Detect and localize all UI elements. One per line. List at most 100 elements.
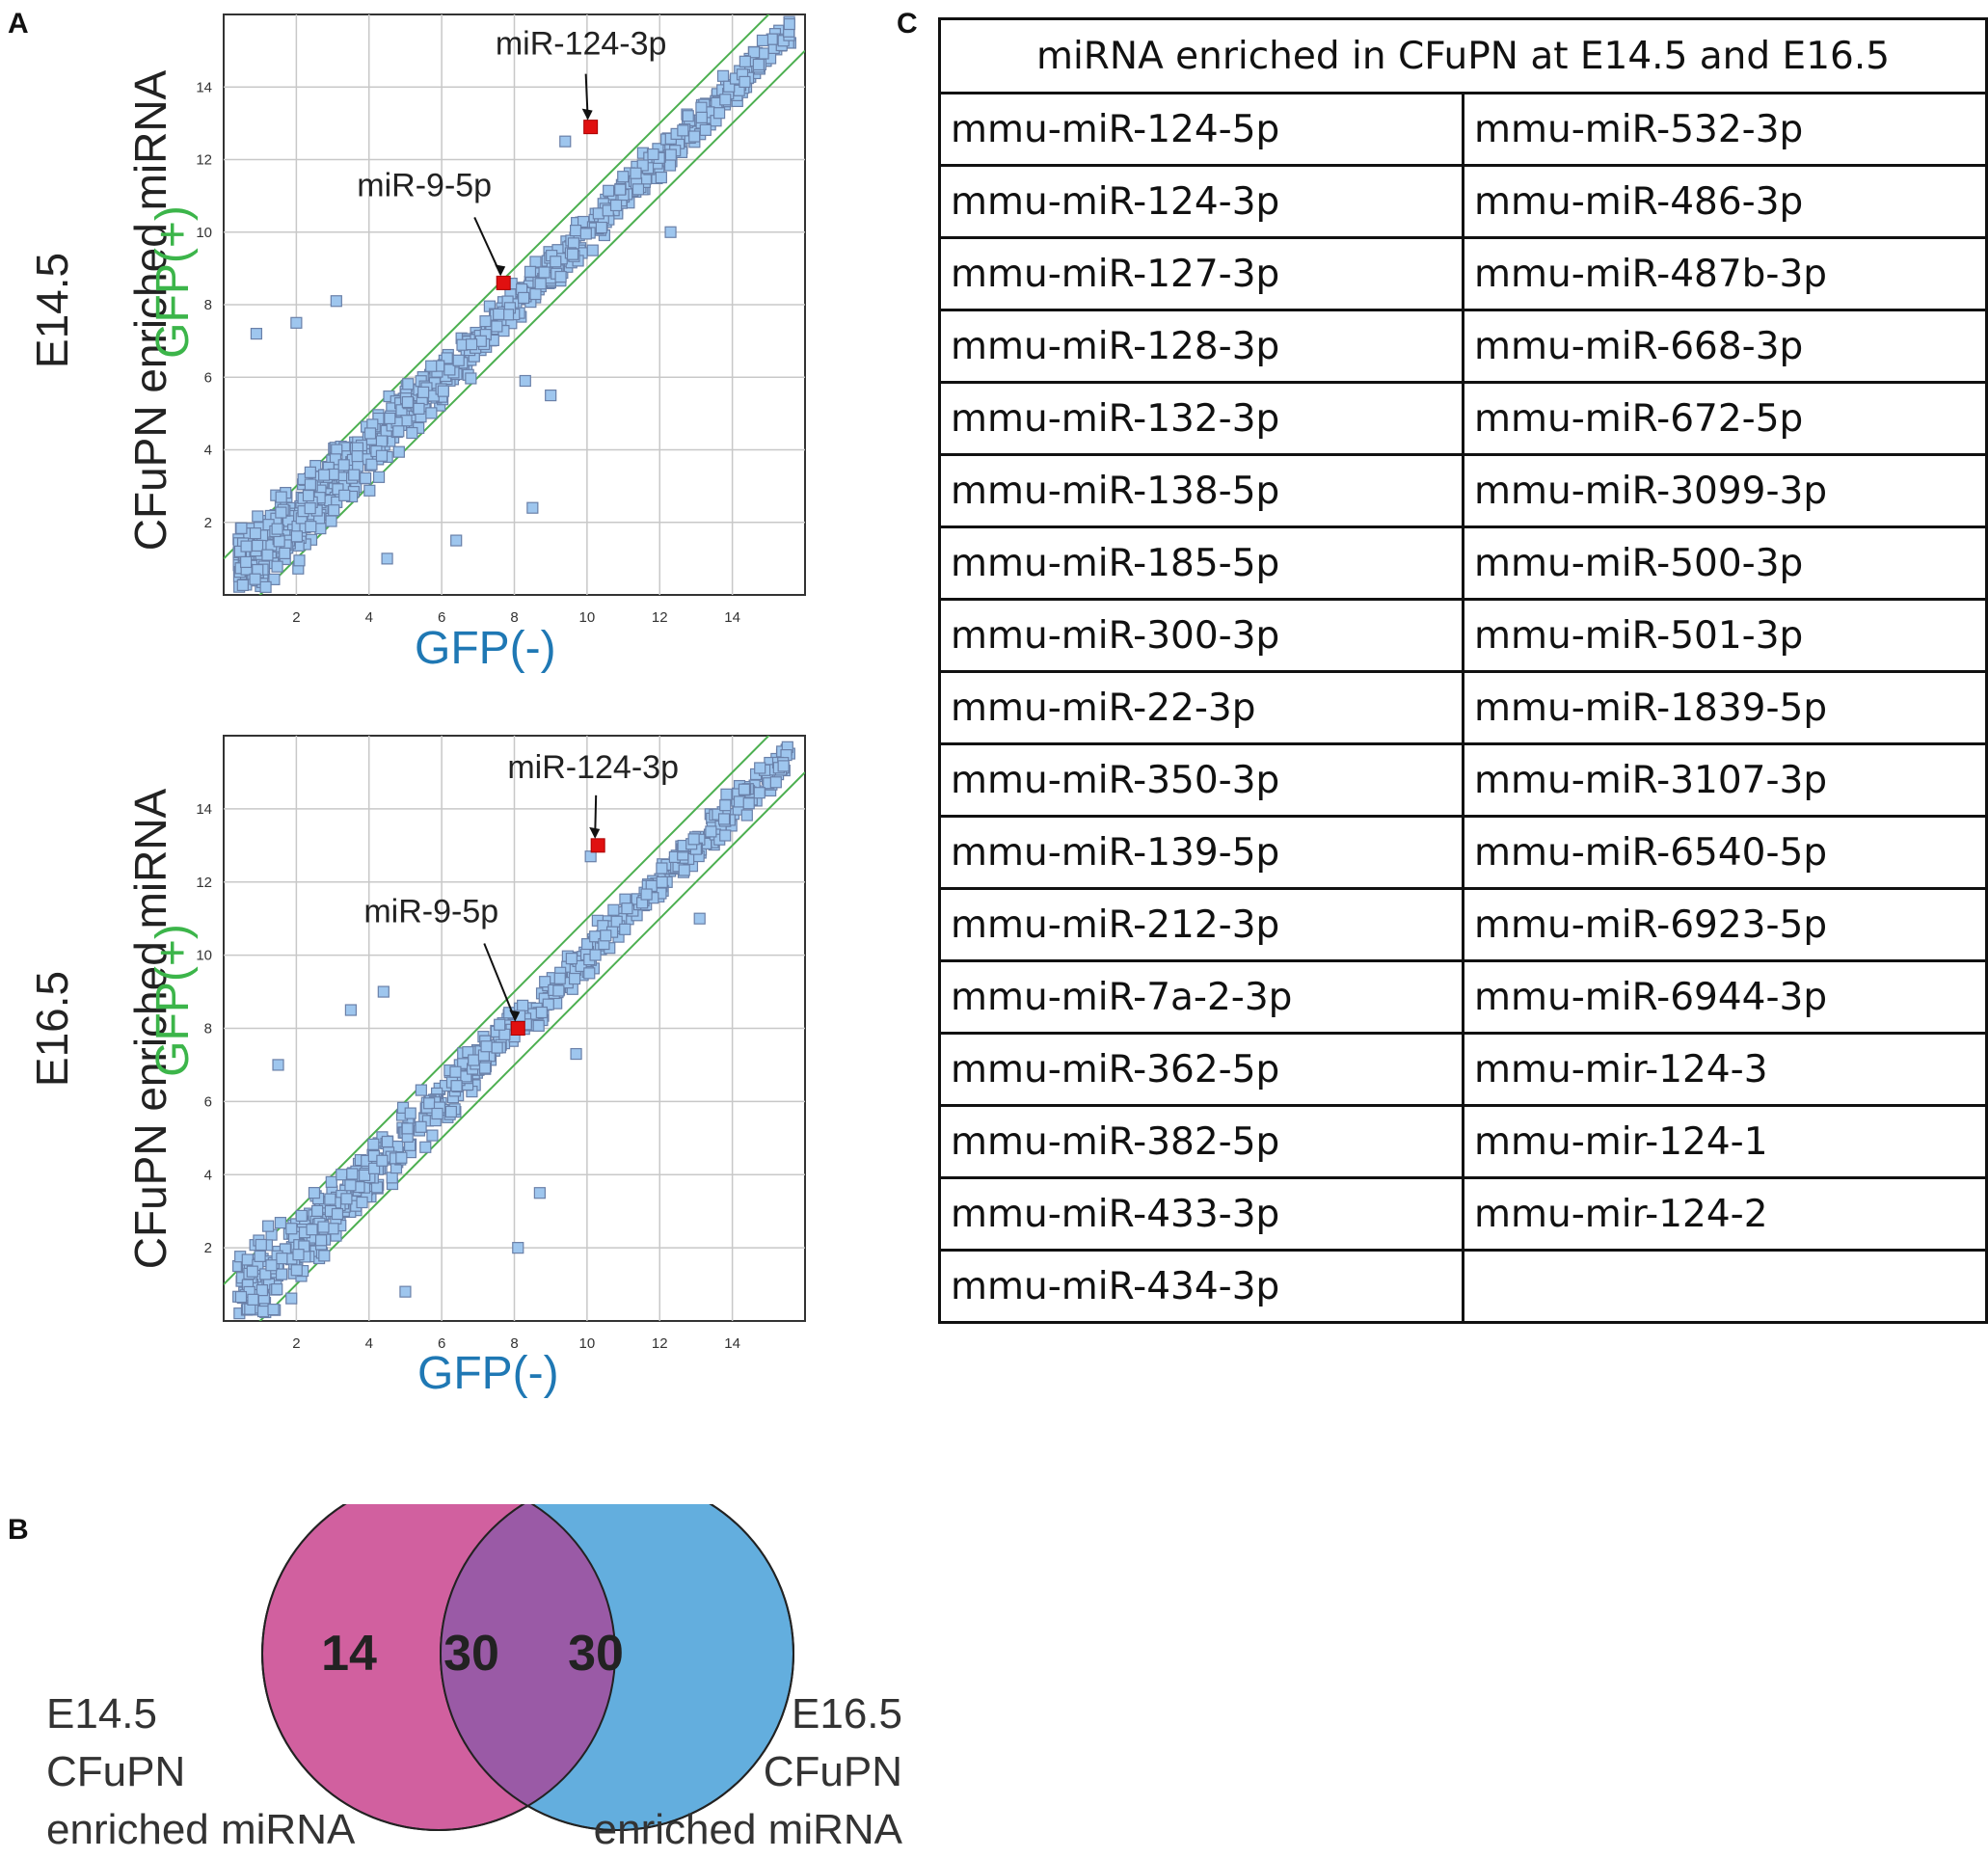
scatter-point xyxy=(344,1004,358,1016)
scatter-point xyxy=(275,491,287,503)
scatter-point xyxy=(752,58,765,71)
scatter-point xyxy=(542,998,554,1010)
scatter-point xyxy=(716,69,730,82)
scatter-point xyxy=(250,328,263,340)
scatter-point xyxy=(261,549,274,561)
table-cell: mmu-miR-212-3p xyxy=(938,887,1464,962)
scatter-point xyxy=(271,1283,283,1296)
scatter-point xyxy=(234,1290,248,1304)
scatter-point xyxy=(255,1238,267,1252)
scatter-point xyxy=(754,762,766,774)
scatter-point xyxy=(311,1204,324,1218)
scatter-point xyxy=(559,135,572,148)
scatter-point xyxy=(479,315,492,328)
scatter-point xyxy=(656,876,668,888)
scatter-point xyxy=(306,1224,318,1236)
y-tick-label: 2 xyxy=(204,1240,212,1256)
scatter-point xyxy=(444,1105,457,1118)
table-row: mmu-miR-132-3p mmu-miR-672-5p xyxy=(938,381,1988,456)
table-cell: mmu-miR-532-3p xyxy=(1462,92,1988,167)
scatter-point xyxy=(402,378,415,391)
table-cell: mmu-miR-501-3p xyxy=(1462,598,1988,673)
scatter-point xyxy=(688,130,701,143)
scatter-point xyxy=(259,1268,272,1280)
x-tick-label: 4 xyxy=(365,1335,373,1352)
scatter-point xyxy=(678,864,690,876)
scatter-point xyxy=(271,523,283,535)
scatter-point xyxy=(425,360,438,372)
scatter-point xyxy=(538,266,551,279)
x-tick-label: 4 xyxy=(365,609,373,626)
panel-letter-b: B xyxy=(8,1514,29,1546)
scatter-point xyxy=(417,386,430,398)
venn-label-left-line2: CFuPN xyxy=(46,1748,186,1795)
table-cell xyxy=(1462,1249,1988,1324)
table-cell: mmu-miR-124-5p xyxy=(938,92,1464,167)
scatter-point xyxy=(268,573,281,585)
venn-label-left-line3: enriched miRNA xyxy=(46,1806,356,1853)
scatter-plot-e16: 2 4 6 8 10 12 14 2 4 6 8 10 12 14 miR-124-3p miR-9-5p xyxy=(196,735,806,1352)
scatter-point xyxy=(240,555,253,569)
scatter-point xyxy=(290,530,304,543)
scatter-point xyxy=(392,425,405,438)
scatter-point xyxy=(304,502,316,515)
table-cell: mmu-miR-433-3p xyxy=(938,1176,1464,1252)
scatter-point xyxy=(570,1047,582,1061)
y-tick-label: 14 xyxy=(196,79,212,95)
scatter-point xyxy=(304,466,316,478)
venn-overlay: 14 30 30 xyxy=(261,1504,794,1831)
scatter-point xyxy=(331,1207,344,1221)
scatter-point xyxy=(367,1138,380,1150)
scatter-point xyxy=(318,469,331,481)
x-tick-label: 6 xyxy=(438,1335,445,1352)
scatter-point xyxy=(449,1065,462,1078)
scatter-point xyxy=(255,1284,269,1297)
annotation-arrowhead xyxy=(495,264,506,277)
scatter-point xyxy=(392,445,405,458)
scatter-point xyxy=(295,1209,308,1223)
scatter-point xyxy=(693,912,706,925)
scatter-point xyxy=(738,783,751,795)
y-tick-label: 8 xyxy=(204,297,212,313)
scatter-point xyxy=(249,527,262,540)
scatter-point xyxy=(419,1141,432,1153)
scatter-point xyxy=(426,1129,439,1142)
x-axis-title-e14: GFP(-) xyxy=(415,623,556,674)
scatter-point xyxy=(579,228,592,240)
y-tick-label: 6 xyxy=(204,1093,212,1110)
scatter-point xyxy=(271,560,283,573)
scatter-point xyxy=(247,1293,259,1306)
y-tick-label: 10 xyxy=(196,225,212,241)
scatter-point xyxy=(372,471,386,483)
table-row: mmu-miR-185-5p mmu-miR-500-3p xyxy=(938,525,1988,601)
table-cell: mmu-miR-382-5p xyxy=(938,1104,1464,1179)
table-cell: mmu-miR-434-3p xyxy=(938,1249,1464,1324)
scatter-point xyxy=(351,450,363,463)
panel-letter-c: C xyxy=(897,8,918,40)
scatter-point xyxy=(756,34,769,47)
y-tick-label: 2 xyxy=(204,515,212,531)
scatter-point xyxy=(614,183,627,196)
row-label-stage-e16: E16.5 xyxy=(27,970,77,1088)
scatter-point xyxy=(359,1169,371,1181)
scatter-point xyxy=(524,265,537,278)
table-cell: mmu-miR-486-3p xyxy=(1462,164,1988,239)
scatter-point xyxy=(324,1193,336,1205)
scatter-point xyxy=(480,1040,493,1053)
scatter-point xyxy=(265,1259,278,1272)
scatter-point xyxy=(720,788,733,800)
scatter-point xyxy=(293,554,306,567)
table-row: mmu-miR-433-3p mmu-mir-124-2 xyxy=(938,1176,1988,1252)
scatter-point xyxy=(381,552,393,565)
scatter-point xyxy=(367,1162,381,1174)
scatter-point xyxy=(356,1196,368,1209)
annotation-arrowhead xyxy=(589,826,601,839)
scatter-point xyxy=(656,862,668,875)
row-label-stage-e14: E14.5 xyxy=(27,252,77,369)
scatter-point xyxy=(327,1223,339,1235)
scatter-point xyxy=(739,55,751,67)
annotation-arrow xyxy=(483,943,517,1020)
y-tick-label: 12 xyxy=(196,152,212,169)
scatter-point xyxy=(630,167,642,179)
table-title: miRNA enriched in CFuPN at E14.5 and E16… xyxy=(938,17,1988,94)
